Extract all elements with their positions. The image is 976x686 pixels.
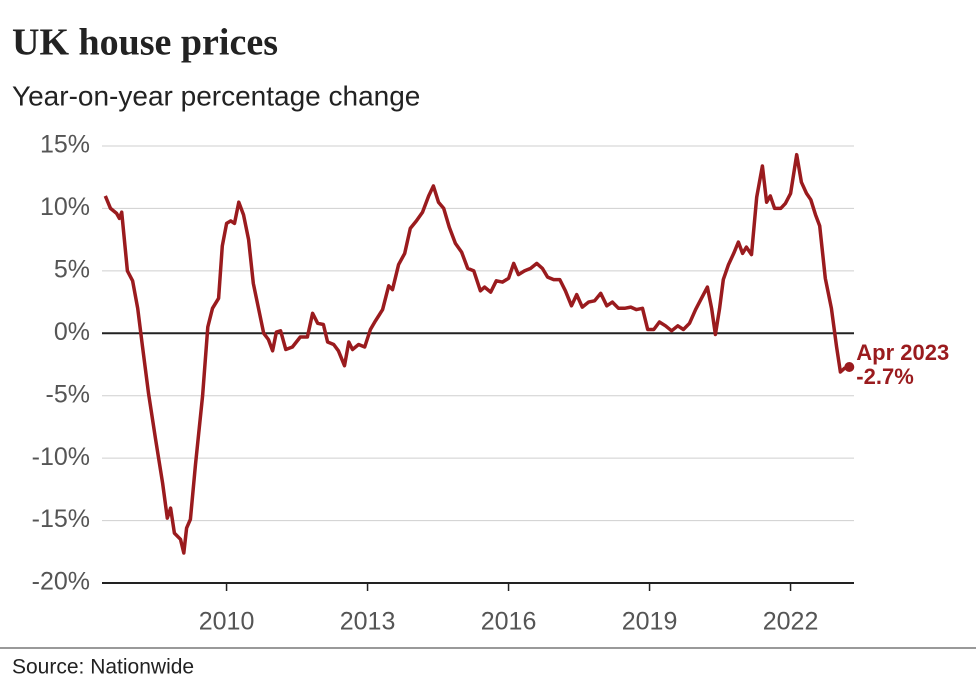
source: Source: Nationwide (12, 656, 194, 679)
line (103, 152, 850, 555)
annotation: Apr 2023 (856, 340, 949, 365)
y-tick-label: -20% (32, 568, 90, 596)
chart-subtitle: Year-on-year percentage change (12, 80, 420, 111)
chart-title: UK house prices (12, 22, 278, 64)
x-tick-label: 2013 (340, 608, 396, 636)
y-tick-label: 15% (40, 131, 90, 159)
x-tick-label: 2022 (763, 608, 819, 636)
x-tick-label: 2019 (622, 608, 678, 636)
end-point (844, 361, 855, 372)
y-tick-label: 5% (54, 255, 90, 283)
x-tick-label: 2010 (199, 608, 255, 636)
y-tick-label: -10% (32, 443, 90, 471)
x-tick-label: 2016 (481, 608, 537, 636)
y-tick-label: -15% (32, 505, 90, 533)
y-tick-label: -5% (46, 380, 90, 408)
annotation: -2.7% (856, 364, 913, 389)
y-tick-label: 0% (54, 318, 90, 346)
y-tick-label: 10% (40, 193, 90, 221)
